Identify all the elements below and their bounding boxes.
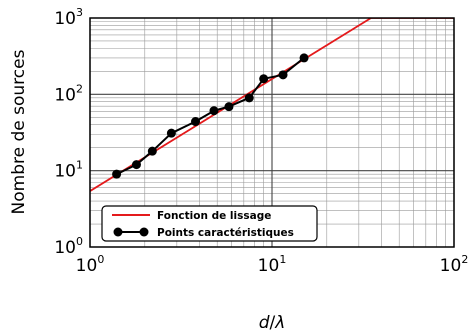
data-point [209, 106, 219, 116]
data-point [191, 117, 201, 127]
data-point [278, 70, 288, 80]
y-tick-base: 10 [54, 238, 76, 258]
data-point [244, 93, 254, 103]
data-point [112, 169, 122, 179]
x-tick-base: 10 [258, 256, 280, 276]
x-axis-label-sep: / [270, 313, 276, 332]
data-point [166, 128, 176, 138]
x-tick-exponent: 2 [461, 253, 468, 266]
x-axis-label: d/λ [259, 313, 286, 332]
x-tick-label: 101 [258, 253, 287, 276]
y-axis-label: Nombre de sources [9, 49, 29, 214]
legend-marker-points-left [113, 227, 123, 237]
y-tick-base: 10 [54, 85, 76, 105]
y-tick-exponent: 2 [76, 82, 83, 95]
y-tick-exponent: 3 [76, 6, 83, 19]
y-tick-label: 100 [54, 235, 83, 258]
legend-label-points: Points caractéristiques [157, 227, 294, 239]
y-tick-exponent: 1 [76, 159, 83, 172]
data-point [224, 102, 234, 112]
x-tick-label: 100 [76, 253, 105, 276]
series-line-fit [90, 18, 454, 192]
y-tick-base: 10 [54, 162, 76, 182]
legend: Fonction de lissage Points caractéristiq… [101, 205, 318, 242]
y-tick-label: 101 [54, 159, 83, 182]
markers-layer [112, 53, 309, 179]
x-tick-exponent: 0 [97, 253, 104, 266]
x-axis-label-sym: λ [274, 313, 285, 332]
data-point [299, 53, 309, 63]
x-tick-exponent: 1 [279, 253, 286, 266]
y-tick-exponent: 0 [76, 235, 83, 248]
x-axis-label-var: d [259, 313, 270, 332]
y-tick-label: 102 [54, 82, 83, 105]
legend-box [101, 205, 318, 242]
plot-frame [89, 17, 455, 248]
data-point [147, 146, 157, 156]
legend-label-fit: Fonction de lissage [157, 210, 271, 222]
x-tick-base: 10 [76, 256, 98, 276]
legend-marker-points-right [139, 227, 149, 237]
x-axis-ticks: 100 101 102 [76, 253, 469, 276]
x-tick-label: 102 [440, 253, 469, 276]
x-tick-base: 10 [440, 256, 462, 276]
data-point [131, 160, 141, 170]
y-tick-label: 103 [54, 6, 83, 29]
y-tick-base: 10 [54, 9, 76, 29]
data-point [259, 74, 269, 84]
